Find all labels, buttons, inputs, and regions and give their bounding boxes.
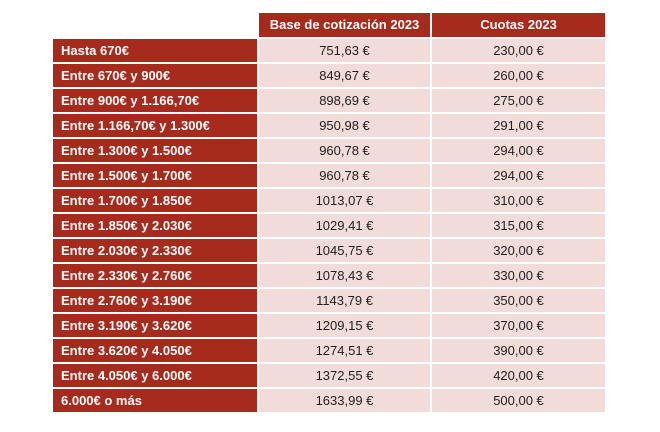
row-label: Entre 2.030€ y 2.330€ xyxy=(53,239,257,262)
base-cotizacion-value: 849,67 € xyxy=(259,64,430,87)
cuota-value: 350,00 € xyxy=(432,289,605,312)
base-cotizacion-value: 751,63 € xyxy=(259,39,430,62)
base-cotizacion-value: 1209,15 € xyxy=(259,314,430,337)
cuota-value: 291,00 € xyxy=(432,114,605,137)
row-label: Entre 4.050€ y 6.000€ xyxy=(53,364,257,387)
table-row: Entre 4.050€ y 6.000€ 1372,55 €420,00 € xyxy=(53,364,605,387)
table-row: Entre 3.620€ y 4.050€ 1274,51 €390,00 € xyxy=(53,339,605,362)
row-label: Entre 2.760€ y 3.190€ xyxy=(53,289,257,312)
header-row: Base de cotización 2023 Cuotas 2023 xyxy=(53,13,605,37)
table-row: Entre 1.850€ y 2.030€ 1029,41 €315,00 € xyxy=(53,214,605,237)
table-row: Entre 1.166,70€ y 1.300€ 950,98 €291,00 € xyxy=(53,114,605,137)
cuota-value: 330,00 € xyxy=(432,264,605,287)
cuota-value: 420,00 € xyxy=(432,364,605,387)
table-row: Entre 2.330€ y 2.760€ 1078,43 €330,00 € xyxy=(53,264,605,287)
base-cotizacion-value: 1029,41 € xyxy=(259,214,430,237)
cuota-value: 294,00 € xyxy=(432,164,605,187)
table-row: Entre 670€ y 900€ 849,67 €260,00 € xyxy=(53,64,605,87)
cuota-value: 500,00 € xyxy=(432,389,605,412)
row-label: 6.000€ o más xyxy=(53,389,257,412)
cuota-value: 315,00 € xyxy=(432,214,605,237)
column-header-base: Base de cotización 2023 xyxy=(259,13,430,37)
base-cotizacion-value: 950,98 € xyxy=(259,114,430,137)
base-cotizacion-value: 960,78 € xyxy=(259,164,430,187)
base-cotizacion-value: 1045,75 € xyxy=(259,239,430,262)
row-label: Entre 1.300€ y 1.500€ xyxy=(53,139,257,162)
table-row: 6.000€ o más 1633,99 €500,00 € xyxy=(53,389,605,412)
row-label: Entre 670€ y 900€ xyxy=(53,64,257,87)
base-cotizacion-value: 960,78 € xyxy=(259,139,430,162)
cuota-value: 370,00 € xyxy=(432,314,605,337)
cuota-value: 320,00 € xyxy=(432,239,605,262)
table-row: Entre 2.760€ y 3.190€ 1143,79 €350,00 € xyxy=(53,289,605,312)
base-cotizacion-value: 1013,07 € xyxy=(259,189,430,212)
row-label: Hasta 670€ xyxy=(53,39,257,62)
table-row: Entre 2.030€ y 2.330€ 1045,75 €320,00 € xyxy=(53,239,605,262)
cuota-value: 390,00 € xyxy=(432,339,605,362)
row-label: Entre 3.190€ y 3.620€ xyxy=(53,314,257,337)
base-cotizacion-value: 1143,79 € xyxy=(259,289,430,312)
base-cotizacion-value: 1372,55 € xyxy=(259,364,430,387)
table-row: Hasta 670€ 751,63 €230,00 € xyxy=(53,39,605,62)
row-label: Entre 1.850€ y 2.030€ xyxy=(53,214,257,237)
base-cotizacion-value: 1633,99 € xyxy=(259,389,430,412)
cuota-value: 230,00 € xyxy=(432,39,605,62)
cuota-value: 275,00 € xyxy=(432,89,605,112)
row-label: Entre 1.166,70€ y 1.300€ xyxy=(53,114,257,137)
table-row: Entre 1.500€ y 1.700€ 960,78 €294,00 € xyxy=(53,164,605,187)
table-row: Entre 900€ y 1.166,70€ 898,69 €275,00 € xyxy=(53,89,605,112)
base-cotizacion-value: 1078,43 € xyxy=(259,264,430,287)
row-label: Entre 3.620€ y 4.050€ xyxy=(53,339,257,362)
table-row: Entre 1.700€ y 1.850€ 1013,07 €310,00 € xyxy=(53,189,605,212)
empty-corner-cell xyxy=(53,13,257,37)
row-label: Entre 900€ y 1.166,70€ xyxy=(53,89,257,112)
cotizacion-table: Base de cotización 2023 Cuotas 2023 Hast… xyxy=(51,11,607,414)
column-header-cuotas: Cuotas 2023 xyxy=(432,13,605,37)
cuota-value: 294,00 € xyxy=(432,139,605,162)
table-row: Entre 1.300€ y 1.500€ 960,78 €294,00 € xyxy=(53,139,605,162)
row-label: Entre 1.500€ y 1.700€ xyxy=(53,164,257,187)
table-body: Hasta 670€ 751,63 €230,00 € Entre 670€ y 9… xyxy=(53,39,605,412)
cuota-value: 310,00 € xyxy=(432,189,605,212)
base-cotizacion-value: 1274,51 € xyxy=(259,339,430,362)
base-cotizacion-value: 898,69 € xyxy=(259,89,430,112)
row-label: Entre 2.330€ y 2.760€ xyxy=(53,264,257,287)
table-row: Entre 3.190€ y 3.620€ 1209,15 €370,00 € xyxy=(53,314,605,337)
cuota-value: 260,00 € xyxy=(432,64,605,87)
row-label: Entre 1.700€ y 1.850€ xyxy=(53,189,257,212)
